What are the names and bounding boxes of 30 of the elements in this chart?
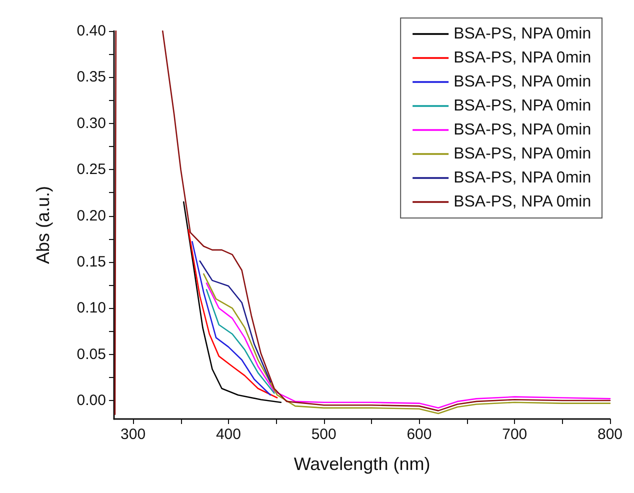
legend-label: BSA-PS, NPA 0min [454,26,592,42]
line-series [188,228,278,398]
x-tick-label: 400 [216,426,241,443]
legend-label: BSA-PS, NPA 0min [454,98,592,114]
line-series [182,201,282,404]
x-tick-label: 800 [597,426,623,443]
x-tick-label: 600 [406,426,432,443]
legend-label: BSA-PS, NPA 0min [454,50,592,66]
y-tick-label: 0.25 [76,161,106,178]
x-axis-title: Wavelength (nm) [294,454,430,474]
x-tick-label: 500 [311,426,336,443]
legend-label: BSA-PS, NPA 0min [454,194,592,210]
y-tick-label: 0.35 [76,68,106,86]
legend-label: BSA-PS, NPA 0min [454,122,592,138]
line-series [206,289,275,394]
y-tick-label: 0.40 [76,22,106,40]
line-series [199,260,272,383]
y-tick-label: 0.05 [76,346,106,363]
y-axis-title: Abs (a.u.) [33,186,53,264]
y-tick-label: 0.00 [76,392,106,410]
x-tick-label: 700 [502,426,528,443]
y-tick-label: 0.20 [76,207,106,224]
line-series [192,240,272,396]
x-tick-label: 300 [120,426,146,443]
legend-label: BSA-PS, NPA 0min [454,74,592,90]
legend-label: BSA-PS, NPA 0min [454,146,592,162]
y-tick-label: 0.30 [76,114,106,132]
legend-label: BSA-PS, NPA 0min [454,170,592,186]
y-tick-label: 0.10 [76,300,106,317]
y-tick-label: 0.15 [76,253,106,270]
